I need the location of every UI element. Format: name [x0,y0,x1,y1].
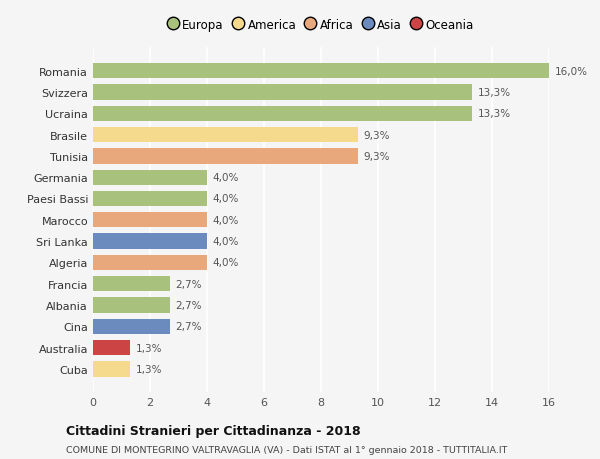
Bar [93,319,170,334]
Bar [93,340,130,356]
Bar [93,191,207,207]
Bar [93,149,358,164]
Text: 1,3%: 1,3% [136,364,162,374]
Text: 2,7%: 2,7% [176,300,202,310]
Bar [93,170,207,185]
Bar [93,255,207,270]
Text: Cittadini Stranieri per Cittadinanza - 2018: Cittadini Stranieri per Cittadinanza - 2… [66,425,361,437]
Bar [93,64,549,79]
Text: 13,3%: 13,3% [478,109,511,119]
Text: 4,0%: 4,0% [212,236,239,246]
Text: 2,7%: 2,7% [176,279,202,289]
Text: 13,3%: 13,3% [478,88,511,98]
Text: 4,0%: 4,0% [212,215,239,225]
Bar [93,213,207,228]
Bar [93,85,472,101]
Text: 9,3%: 9,3% [364,130,390,140]
Bar [93,298,170,313]
Text: 2,7%: 2,7% [176,322,202,331]
Bar [93,362,130,377]
Bar [93,276,170,292]
Bar [93,234,207,249]
Text: 4,0%: 4,0% [212,173,239,183]
Text: COMUNE DI MONTEGRINO VALTRAVAGLIA (VA) - Dati ISTAT al 1° gennaio 2018 - TUTTITA: COMUNE DI MONTEGRINO VALTRAVAGLIA (VA) -… [66,445,508,454]
Legend: Europa, America, Africa, Asia, Oceania: Europa, America, Africa, Asia, Oceania [166,16,476,34]
Text: 9,3%: 9,3% [364,151,390,162]
Text: 4,0%: 4,0% [212,258,239,268]
Text: 1,3%: 1,3% [136,343,162,353]
Text: 16,0%: 16,0% [555,67,588,77]
Bar [93,128,358,143]
Text: 4,0%: 4,0% [212,194,239,204]
Bar [93,106,472,122]
